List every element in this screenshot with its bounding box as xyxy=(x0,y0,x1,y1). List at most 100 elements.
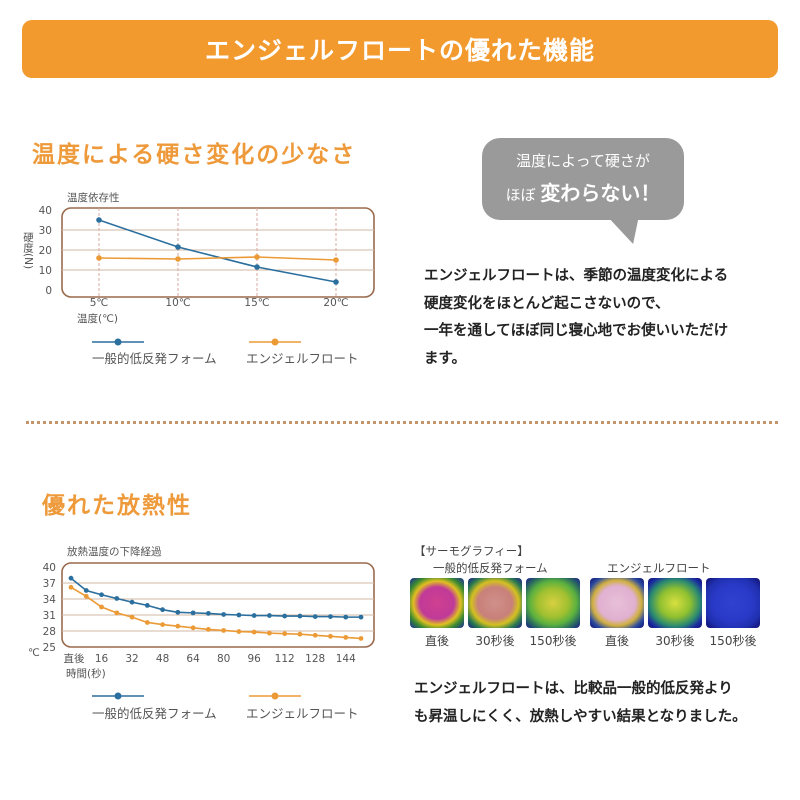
data-point xyxy=(175,623,181,629)
y-axis-label: 硬度(N) xyxy=(22,232,34,269)
data-point xyxy=(129,614,135,620)
thermo-image-foam-0s xyxy=(410,578,464,628)
thermo-label: 直後 xyxy=(604,634,629,648)
x-tick-label: 128 xyxy=(305,653,325,665)
speech-bubble: 温度によって硬さが ほぼ 変わらない！ xyxy=(482,138,684,220)
data-point xyxy=(96,217,102,223)
data-point xyxy=(328,633,333,639)
data-point xyxy=(160,607,165,613)
data-point xyxy=(83,593,89,599)
data-point xyxy=(297,631,303,637)
series-line-0 xyxy=(70,577,361,618)
thermo-label: 150秒後 xyxy=(529,634,577,648)
thermo-image-angel-0s xyxy=(590,578,644,628)
x-tick-label: 直後 xyxy=(64,652,85,665)
y-tick-label: 40 xyxy=(39,205,52,217)
section1-heading: 温度による硬さ変化の少なさ xyxy=(32,142,357,168)
thermo-group-foam: 一般的低反発フォーム xyxy=(433,561,548,575)
y-tick-label: 0 xyxy=(45,285,52,297)
x-tick-label: 64 xyxy=(186,653,200,665)
section1-description: エンジェルフロートは、季節の温度変化による 硬度変化をほとんど起こさないので、 … xyxy=(424,263,728,373)
section2-heading: 優れた放熱性 xyxy=(42,493,192,519)
data-point xyxy=(114,610,120,616)
y-tick-label: 20 xyxy=(39,245,52,257)
x-axis-label: 温度(℃) xyxy=(77,312,118,325)
thermo-image-angel-150s xyxy=(706,578,760,628)
bubble-line2b: 変わらない！ xyxy=(540,181,661,205)
data-point xyxy=(83,588,89,593)
section-divider xyxy=(26,421,778,424)
x-tick-label: 20℃ xyxy=(323,297,348,309)
data-point xyxy=(333,279,339,285)
y-tick-label: 37 xyxy=(43,578,56,590)
data-point xyxy=(99,604,104,610)
data-point xyxy=(114,596,120,601)
x-tick-label: 15℃ xyxy=(244,297,269,309)
section2-description: エンジェルフロートは、比較品一般的低反発より も昇温しにくく、放熱しやすい結果と… xyxy=(414,676,747,731)
x-axis-label: 時間(秒) xyxy=(66,667,106,680)
thermo-group-angel: エンジェルフロート xyxy=(607,561,711,575)
x-tick-label: 48 xyxy=(156,653,169,665)
chart-frame xyxy=(61,562,375,648)
thermo-image-angel-30s xyxy=(648,578,702,628)
legend-label-foam: 一般的低反発フォーム xyxy=(92,351,217,366)
banner-title: エンジェルフロートの優れた機能 xyxy=(204,36,595,65)
thermo-label: 30秒後 xyxy=(655,634,695,648)
legend-marker-foam xyxy=(114,338,122,346)
thermo-image-foam-30s xyxy=(468,578,522,628)
data-point xyxy=(254,254,260,260)
chart-title: 温度依存性 xyxy=(67,191,120,204)
desc-line: エンジェルフロートは、比較品一般的低反発より xyxy=(414,681,733,697)
data-point xyxy=(221,628,227,633)
desc-line: 一年を通してほぼ同じ寝心地でお使いいただけ xyxy=(424,323,729,339)
data-point xyxy=(190,625,196,631)
y-tick-label: 28 xyxy=(43,626,56,638)
data-point xyxy=(205,627,211,632)
data-point xyxy=(129,599,135,605)
legend-label-angel: エンジェルフロート xyxy=(246,706,359,721)
data-point xyxy=(251,629,257,635)
desc-line: も昇温しにくく、放熱しやすい結果となりました。 xyxy=(414,708,747,725)
data-point xyxy=(96,255,102,261)
x-tick-label: 32 xyxy=(125,653,138,665)
x-tick-label: 144 xyxy=(336,653,356,665)
data-point xyxy=(221,612,227,617)
legend-marker-angel xyxy=(271,692,279,700)
y-tick-label: 31 xyxy=(43,610,56,622)
data-point xyxy=(160,622,165,627)
legend-marker-angel xyxy=(271,338,279,346)
legend-marker-foam xyxy=(114,692,122,700)
y-tick-label: 30 xyxy=(39,225,52,237)
data-point xyxy=(358,614,364,620)
data-point xyxy=(205,611,211,616)
series-line-0 xyxy=(98,219,337,283)
data-point xyxy=(175,256,181,262)
desc-line: 硬度変化をほとんど起こさないので、 xyxy=(424,295,670,312)
data-point xyxy=(175,609,181,615)
x-tick-label: 5℃ xyxy=(90,297,108,309)
data-point xyxy=(333,257,339,263)
series-line-1 xyxy=(70,586,362,640)
data-point xyxy=(267,630,272,636)
chart-title: 放熱温度の下降経過 xyxy=(67,545,162,558)
x-tick-label: 80 xyxy=(217,653,230,665)
data-point xyxy=(144,620,150,625)
data-point xyxy=(190,610,196,616)
data-point xyxy=(328,614,333,619)
data-point xyxy=(236,612,242,618)
data-point xyxy=(343,635,349,640)
thermo-label: 150秒後 xyxy=(709,634,757,648)
bubble-line2: ほぼ 変わらない！ xyxy=(482,177,684,206)
legend-label-angel: エンジェルフロート xyxy=(246,351,359,366)
data-point xyxy=(99,592,104,598)
bubble-line2a: ほぼ xyxy=(505,186,536,204)
data-point xyxy=(343,614,349,620)
data-point xyxy=(236,629,242,634)
data-point xyxy=(282,631,288,637)
data-point xyxy=(282,613,288,619)
data-point xyxy=(68,575,74,581)
thermo-title: 【サーモグラフィー】 xyxy=(414,544,529,558)
x-tick-label: 96 xyxy=(247,653,261,665)
thermo-label: 30秒後 xyxy=(475,634,515,648)
